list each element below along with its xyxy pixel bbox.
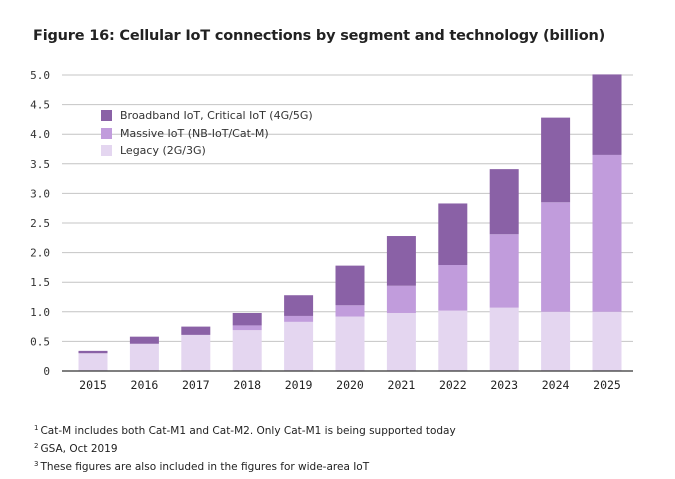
footnote-text: These figures are also included in the f… [40, 461, 370, 473]
axes: 0 0.5 1.0 1.5 2.0 2.5 3.0 3.5 4.0 4.5 5.0 2015 2016 2… [30, 69, 633, 392]
footnote-mark: 2 [34, 442, 39, 450]
x-tick-label: 2025 [593, 378, 621, 392]
legend-label-broadband: Broadband IoT, Critical IoT (4G/5G) [120, 109, 313, 123]
y-tick-label: 1.5 [30, 276, 50, 289]
y-tick-label: 5.0 [30, 69, 50, 82]
bars [78, 74, 622, 371]
bar-massive-2022 [438, 265, 468, 311]
bar-broadband-2017 [181, 326, 211, 335]
bar-legacy-2024 [541, 311, 571, 371]
bar-legacy-2021 [386, 312, 416, 371]
bar-legacy-2019 [284, 321, 314, 371]
bar-broadband-2020 [335, 265, 365, 306]
y-tick-label: 0.5 [30, 335, 50, 348]
bar-legacy-2020 [335, 316, 365, 371]
legend-swatch-legacy [101, 145, 112, 157]
x-tick-label: 2023 [490, 378, 518, 392]
bar-legacy-2022 [438, 310, 468, 371]
bar-broadband-2024 [541, 117, 571, 203]
y-tick-label: 2.5 [30, 217, 50, 230]
bar-broadband-2019 [284, 295, 314, 316]
bar-legacy-2016 [129, 343, 159, 371]
legend-item-legacy: Legacy (2G/3G) [101, 142, 313, 160]
bar-broadband-2016 [129, 336, 159, 344]
y-tick-label: 0 [43, 365, 50, 378]
footnote-1: 1 Cat-M includes both Cat-M1 and Cat-M2. … [34, 421, 456, 439]
bar-legacy-2025 [592, 311, 622, 371]
bar-massive-2021 [386, 285, 416, 313]
bar-massive-2018 [232, 325, 262, 331]
bar-broadband-2023 [489, 169, 519, 235]
x-tick-label: 2015 [79, 378, 107, 392]
bar-broadband-2018 [232, 312, 262, 326]
bar-broadband-2022 [438, 203, 468, 266]
x-tick-label: 2022 [439, 378, 467, 392]
footnote-mark: 1 [34, 424, 39, 432]
footnote-mark: 3 [34, 460, 39, 468]
chart-title: Figure 16: Cellular IoT connections by s… [33, 28, 606, 44]
legend-swatch-massive [101, 127, 112, 139]
bar-massive-2019 [284, 315, 314, 322]
footnote-text: GSA, Oct 2019 [40, 443, 118, 455]
y-tick-label: 1.0 [30, 306, 50, 319]
legend-item-broadband: Broadband IoT, Critical IoT (4G/5G) [101, 107, 313, 125]
footnote-3: 3 These figures are also included in the … [34, 457, 456, 475]
footnote-2: 2 GSA, Oct 2019 [34, 439, 456, 457]
x-tick-label: 2017 [182, 378, 210, 392]
x-tick-label: 2020 [336, 378, 364, 392]
bar-massive-2023 [489, 234, 519, 308]
x-tick-label: 2024 [542, 378, 570, 392]
x-tick-label: 2019 [285, 378, 313, 392]
legend-item-massive: Massive IoT (NB-IoT/Cat-M) [101, 125, 313, 143]
bar-massive-2020 [335, 305, 365, 317]
legend: Broadband IoT, Critical IoT (4G/5G) Mass… [101, 107, 313, 160]
y-tick-label: 3.0 [30, 187, 50, 200]
bar-broadband-2021 [386, 236, 416, 286]
y-tick-label: 4.0 [30, 128, 50, 141]
footnote-text: Cat-M includes both Cat-M1 and Cat-M2. O… [40, 425, 456, 437]
y-tick-label: 3.5 [30, 158, 50, 171]
bar-legacy-2017 [181, 334, 211, 371]
bar-massive-2025 [592, 154, 622, 312]
bar-legacy-2015 [78, 353, 108, 371]
footnotes: 1 Cat-M includes both Cat-M1 and Cat-M2. … [34, 421, 456, 475]
bar-broadband-2015 [78, 350, 108, 354]
bar-massive-2024 [541, 202, 571, 312]
legend-swatch-broadband [101, 110, 112, 122]
x-tick-label: 2016 [131, 378, 159, 392]
x-tick-label: 2021 [388, 378, 416, 392]
bar-legacy-2023 [489, 307, 519, 371]
legend-label-massive: Massive IoT (NB-IoT/Cat-M) [120, 126, 269, 140]
bar-legacy-2018 [232, 330, 262, 371]
x-tick-label: 2018 [233, 378, 261, 392]
y-tick-label: 2.0 [30, 247, 50, 260]
y-tick-label: 4.5 [30, 99, 50, 112]
legend-label-legacy: Legacy (2G/3G) [120, 144, 206, 158]
bar-broadband-2025 [592, 74, 622, 155]
